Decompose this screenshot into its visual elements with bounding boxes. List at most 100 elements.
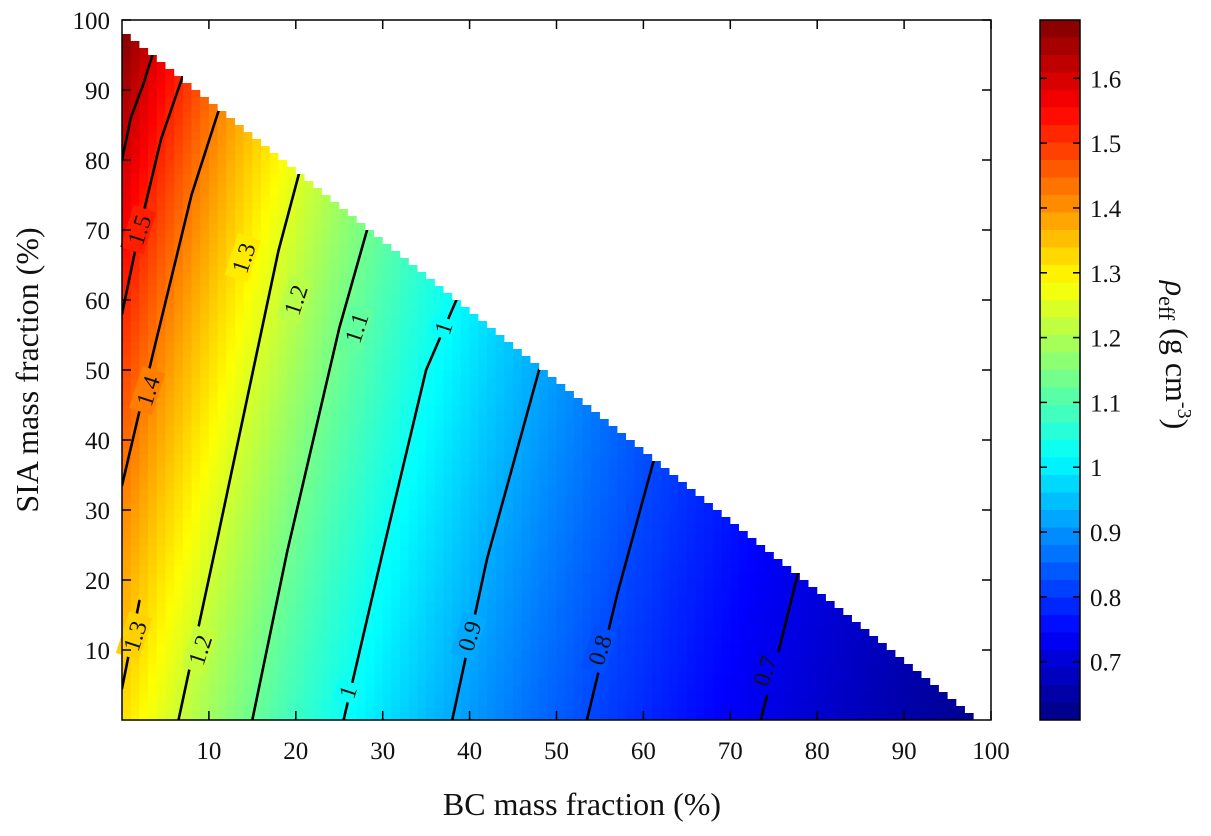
field-cell (321, 209, 332, 217)
field-cell (130, 188, 140, 196)
field-cell (182, 615, 193, 623)
field-cell (443, 552, 453, 560)
field-cell (834, 671, 844, 679)
field-cell (278, 559, 288, 567)
field-cell (895, 650, 905, 658)
field-cell (582, 440, 592, 448)
field-cell (200, 440, 210, 448)
field-cell (738, 664, 749, 672)
field-cell (478, 468, 488, 476)
field-cell (608, 538, 618, 546)
field-cell (191, 482, 201, 490)
field-cell (356, 594, 366, 602)
field-cell (287, 230, 297, 238)
field-cell (851, 657, 862, 665)
field-cell (799, 608, 810, 616)
field-cell (756, 608, 766, 616)
field-cell (139, 55, 149, 63)
field-cell (217, 468, 227, 476)
field-cell (634, 678, 644, 686)
field-cell (634, 566, 644, 574)
field-cell (486, 412, 497, 420)
field-cell (426, 293, 436, 301)
field-cell (695, 699, 705, 707)
field-cell (634, 482, 644, 490)
field-cell (817, 615, 827, 623)
field-cell (200, 622, 210, 630)
field-cell (200, 566, 210, 574)
field-cell (582, 559, 592, 567)
field-cell (156, 209, 167, 217)
field-cell (374, 300, 384, 308)
field-cell (339, 251, 349, 259)
field-cell (408, 580, 419, 588)
field-cell (321, 580, 332, 588)
field-cell (617, 685, 627, 693)
field-cell (243, 307, 253, 315)
field-cell (269, 314, 280, 322)
field-cell (269, 251, 280, 259)
field-cell (851, 643, 862, 651)
field-cell (539, 706, 549, 714)
field-cell (139, 524, 149, 532)
field-cell (434, 643, 445, 651)
field-cell (217, 608, 227, 616)
field-cell (182, 601, 193, 609)
field-cell (226, 643, 236, 651)
field-cell (478, 461, 488, 469)
field-cell (382, 454, 392, 462)
field-cell (573, 426, 584, 434)
field-cell (400, 426, 410, 434)
field-cell (426, 321, 436, 329)
field-cell (174, 125, 184, 133)
field-cell (347, 223, 358, 231)
field-cell (808, 643, 818, 651)
field-cell (582, 643, 592, 651)
field-cell (408, 601, 419, 609)
field-cell (626, 594, 636, 602)
field-cell (269, 566, 280, 574)
field-cell (165, 62, 175, 70)
field-cell (382, 468, 392, 476)
field-cell (469, 699, 479, 707)
field-cell (521, 349, 532, 357)
field-cell (347, 440, 358, 448)
field-cell (608, 454, 618, 462)
field-cell (565, 601, 575, 609)
field-cell (148, 90, 158, 98)
field-cell (400, 328, 410, 336)
field-cell (817, 664, 827, 672)
field-cell (156, 594, 167, 602)
field-cell (226, 531, 236, 539)
field-cell (374, 398, 384, 406)
field-cell (843, 664, 853, 672)
field-cell (165, 125, 175, 133)
field-cell (599, 440, 610, 448)
field-cell (886, 706, 897, 714)
field-cell (573, 559, 584, 567)
field-cell (565, 510, 575, 518)
field-cell (130, 706, 140, 714)
field-cell (634, 657, 644, 665)
field-cell (243, 664, 253, 672)
field-cell (617, 650, 627, 658)
field-cell (460, 685, 471, 693)
field-cell (295, 174, 306, 182)
field-cell (226, 195, 236, 203)
field-cell (460, 559, 471, 567)
field-cell (191, 559, 201, 567)
field-cell (208, 461, 219, 469)
field-cell (643, 503, 653, 511)
field-cell (278, 356, 288, 364)
field-cell (686, 552, 697, 560)
field-cell (269, 629, 280, 637)
field-cell (530, 475, 540, 483)
field-cell (556, 629, 566, 637)
field-cell (591, 594, 601, 602)
field-cell (573, 496, 584, 504)
field-cell (208, 454, 219, 462)
field-cell (660, 538, 671, 546)
field-cell (261, 167, 271, 175)
field-cell (200, 349, 210, 357)
field-cell (495, 405, 505, 413)
